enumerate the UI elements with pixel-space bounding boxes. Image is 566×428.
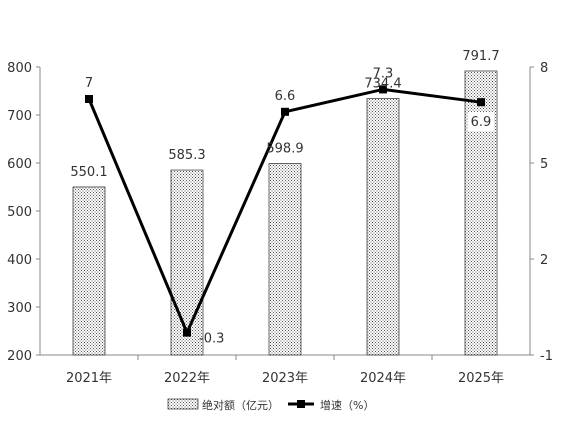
legend-label-bar: 绝对额（亿元） [202, 398, 279, 412]
growth-label-backdrop [468, 112, 494, 132]
legend: 绝对额（亿元） 增速（%） [167, 398, 374, 412]
x-axis-category-label: 2022年 [164, 371, 210, 386]
bar-absolute-amount [268, 163, 302, 356]
axes: 200 300 400 500 600 700 800 -1 2 5 8 2021年 2022年 2023… [7, 61, 553, 386]
legend-swatch-bar [167, 398, 199, 410]
right-axis-tick-label: 5 [540, 157, 548, 172]
x-axis-category-label: 2025年 [458, 371, 504, 386]
left-axis-tick-label: 600 [7, 157, 32, 172]
x-axis-category-label: 2021年 [66, 371, 112, 386]
bar-value-label: 791.7 [462, 49, 499, 64]
bar-absolute-amount [170, 169, 204, 356]
bar-value-label: 598.9 [266, 142, 303, 157]
growth-rate-marker [183, 328, 191, 337]
left-axis-tick-label: 300 [7, 301, 32, 316]
growth-line-layer [85, 85, 485, 337]
growth-rate-marker [379, 85, 387, 94]
growth-value-label: -0.3 [199, 332, 224, 347]
growth-value-label: 6.9 [471, 115, 492, 130]
left-axis-tick-label: 400 [7, 253, 32, 268]
growth-value-label: 7.3 [373, 66, 394, 81]
bar-value-label: 734.4 [364, 76, 401, 91]
growth-rate-marker [281, 107, 289, 116]
growth-rate-marker [85, 95, 93, 103]
legend-swatch-marker [297, 400, 305, 408]
left-axis-tick-label: 500 [7, 205, 32, 220]
bar-absolute-amount [72, 186, 106, 356]
left-axis-tick-label: 800 [7, 61, 32, 76]
right-axis-tick-label: 8 [540, 61, 548, 76]
bar-value-label: 585.3 [168, 148, 205, 163]
growth-value-label: 7 [85, 76, 93, 91]
growth-rate-marker [477, 98, 485, 107]
bar-absolute-amount [366, 98, 400, 356]
left-axis-tick-label: 200 [7, 349, 32, 364]
x-axis-category-label: 2024年 [360, 371, 406, 386]
x-axis-category-label: 2023年 [262, 371, 308, 386]
data-labels: 550.1 585.3 598.9 734.4 791.7 7 -0.3 6.6 7.3 6.9 [70, 49, 499, 347]
bar-value-label: 550.1 [70, 165, 107, 180]
right-axis-tick-label: 2 [540, 253, 548, 268]
left-axis-tick-label: 700 [7, 109, 32, 124]
growth-value-label: 6.6 [275, 89, 296, 104]
legend-label-line: 增速（%） [320, 398, 374, 412]
right-axis-tick-label: -1 [540, 349, 553, 364]
